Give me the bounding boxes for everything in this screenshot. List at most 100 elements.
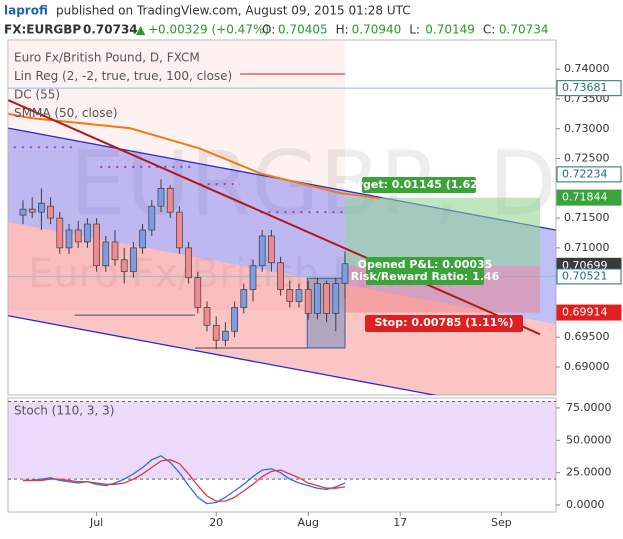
candle-body [111, 241, 119, 261]
price-label-box [556, 166, 622, 183]
candle-body [166, 187, 174, 213]
position-label-box [365, 315, 523, 332]
x-tick-label: Jul [89, 516, 103, 529]
price-label: 0.71844 [562, 191, 608, 204]
candle-body [74, 229, 82, 243]
candle-body [341, 263, 349, 284]
quote-value: 0.70734 [499, 23, 549, 37]
candle-body [176, 211, 183, 249]
smma-line [8, 112, 381, 200]
position-label: Risk/Reward Ratio: 1.46 [351, 270, 500, 283]
change: +0.00329 (+0.47%) [148, 23, 269, 37]
quote-value: 0.70149 [425, 23, 475, 37]
candle-body [212, 324, 220, 341]
position-label: Target: 0.01145 (1.62%) [344, 178, 494, 191]
quote-label: H: [336, 23, 349, 37]
candle-body [222, 330, 229, 341]
stoch-line [23, 459, 346, 502]
y-tick-label: 0.71500 [564, 211, 610, 224]
price-label: 0.73681 [562, 81, 608, 94]
y-tick-label: 0.74000 [564, 62, 610, 75]
y-tick-label: 0.73000 [564, 122, 610, 135]
legend-text: SMMA (50, close) [14, 106, 118, 120]
quote-label: L: [409, 23, 420, 37]
position-label: Opened P&L: 0.00035 [358, 258, 493, 271]
candle-body [194, 277, 202, 308]
candle-body [268, 235, 275, 264]
candle-body [65, 229, 73, 249]
channel-lower-fill [8, 222, 556, 395]
stoch-band [8, 401, 556, 480]
quote-value: 0.70405 [278, 23, 328, 37]
main-pane [7, 39, 557, 396]
legend-text: Lin Reg (2, -2, true, true, 100, close) [14, 69, 232, 83]
candle-body [19, 208, 27, 216]
channel-edge [8, 315, 438, 395]
candle-body [203, 307, 211, 326]
price-label: 0.69914 [562, 306, 608, 319]
x-tick-label: Sep [491, 516, 512, 529]
price-label-box [556, 80, 622, 97]
candle-body [139, 229, 146, 249]
candle-body [38, 202, 45, 213]
position-label-box [366, 257, 484, 285]
price-label: 0.72234 [562, 167, 608, 180]
quote-label: C: [483, 23, 495, 37]
price-label-box [556, 189, 622, 206]
quote-value: 0.70940 [352, 23, 402, 37]
stoch-pane [7, 397, 557, 513]
x-tick-label: Aug [297, 516, 318, 529]
stoch-line [23, 455, 346, 505]
price-label-box [556, 268, 622, 285]
y-tick-label: 75.0000 [566, 401, 612, 414]
candle-body [93, 223, 100, 267]
candle-body [277, 262, 284, 290]
y-tick-label: 0.71000 [564, 241, 610, 254]
candle-body [130, 247, 137, 273]
candle-body [295, 289, 303, 302]
candle-body [28, 208, 36, 213]
candle-body [84, 223, 91, 243]
candle-body [249, 265, 257, 290]
price-label-box [556, 304, 622, 321]
y-tick-label: 0.69000 [564, 360, 610, 373]
legend-text: DC (55) [14, 88, 60, 102]
x-tick-label: 17 [393, 516, 407, 529]
y-tick-label: 0.69500 [564, 330, 610, 343]
candle-body [120, 259, 128, 273]
published: published on TradingView.com, August 09,… [56, 4, 411, 18]
legend-text: Euro Fx/British Pound, D, FXCM [14, 51, 200, 65]
candle-body [332, 283, 340, 314]
candle-body [148, 205, 156, 231]
candle-body [286, 289, 294, 302]
trend-line [8, 99, 541, 336]
candle-body [258, 235, 266, 267]
y-tick-label: 0.72500 [564, 152, 610, 165]
position-label: Stop: 0.00785 (1.11%) [375, 316, 514, 329]
candle-body [56, 217, 64, 249]
candle-body [231, 307, 238, 332]
x-tick-label: 20 [209, 516, 223, 529]
author[interactable]: laprofi [4, 4, 48, 18]
candle-body [157, 187, 165, 207]
y-tick-label: 25.0000 [566, 466, 612, 479]
candle-body [47, 205, 54, 219]
candle-body [323, 283, 330, 314]
quote-label: O: [262, 23, 275, 37]
candle-body [314, 283, 321, 314]
y-tick-label: 0.0000 [566, 498, 605, 511]
change-arrow: ▲ [136, 23, 146, 37]
candle-body [102, 241, 110, 267]
stoch-title: Stoch (110, 3, 3) [14, 404, 114, 418]
y-tick-label: 50.0000 [566, 433, 612, 446]
position-label-box [362, 177, 476, 193]
candle-body [304, 289, 312, 314]
price-label: 0.70521 [562, 269, 608, 282]
candle-body [185, 247, 192, 279]
candle-body [240, 289, 248, 308]
target-zone [345, 197, 541, 266]
symbol: FX:EURGBP [4, 23, 81, 37]
last-price: 0.70734 [83, 23, 138, 37]
